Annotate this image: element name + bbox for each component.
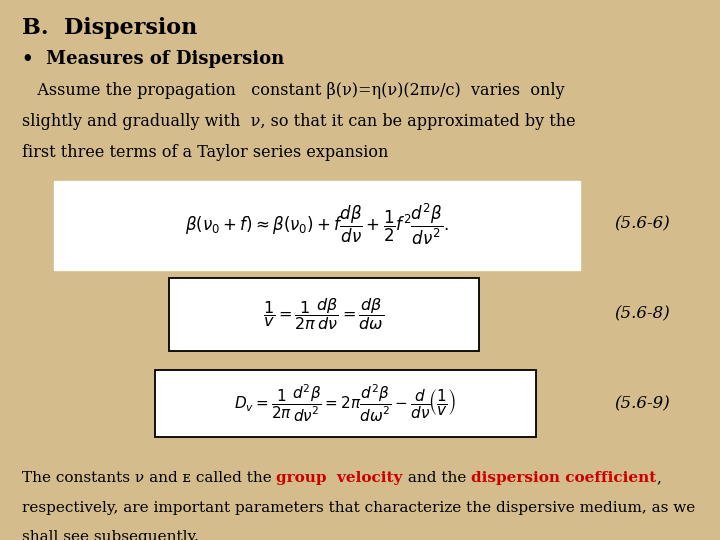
- Text: B.  Dispersion: B. Dispersion: [22, 17, 197, 39]
- FancyBboxPatch shape: [155, 370, 536, 437]
- Text: •  Measures of Dispersion: • Measures of Dispersion: [22, 50, 284, 68]
- Text: respectively, are important parameters that characterize the dispersive medium, : respectively, are important parameters t…: [22, 501, 695, 515]
- Text: first three terms of a Taylor series expansion: first three terms of a Taylor series exp…: [22, 144, 388, 160]
- Text: slightly and gradually with  ν, so that it can be approximated by the: slightly and gradually with ν, so that i…: [22, 113, 575, 130]
- Text: $\beta(\nu_0 + f) \approx \beta(\nu_0) + f\dfrac{d\beta}{d\nu} + \dfrac{1}{2}f^2: $\beta(\nu_0 + f) \approx \beta(\nu_0) +…: [185, 201, 449, 247]
- Text: The constants ν and ᴇ called the: The constants ν and ᴇ called the: [22, 471, 276, 485]
- Text: group  velocity: group velocity: [276, 471, 402, 485]
- Text: Assume the propagation   constant β(ν)=η(ν)(2πν/c)  varies  only: Assume the propagation constant β(ν)=η(ν…: [22, 82, 564, 99]
- Text: shall see subsequently.: shall see subsequently.: [22, 530, 199, 540]
- FancyBboxPatch shape: [54, 181, 580, 270]
- Text: ,: ,: [656, 471, 661, 485]
- Text: dispersion coefficient: dispersion coefficient: [471, 471, 656, 485]
- Text: and the: and the: [402, 471, 471, 485]
- Text: (5.6-6): (5.6-6): [614, 215, 670, 233]
- Text: (5.6-8): (5.6-8): [614, 306, 670, 323]
- Text: $D_v = \dfrac{1}{2\pi}\dfrac{d^2\beta}{d\nu^2} = 2\pi\dfrac{d^2\beta}{d\omega^2}: $D_v = \dfrac{1}{2\pi}\dfrac{d^2\beta}{d…: [235, 383, 456, 424]
- Text: (5.6-9): (5.6-9): [614, 395, 670, 412]
- FancyBboxPatch shape: [169, 278, 479, 351]
- Text: $\dfrac{1}{v} = \dfrac{1}{2\pi}\dfrac{d\beta}{d\nu} = \dfrac{d\beta}{d\omega}$: $\dfrac{1}{v} = \dfrac{1}{2\pi}\dfrac{d\…: [264, 296, 384, 332]
